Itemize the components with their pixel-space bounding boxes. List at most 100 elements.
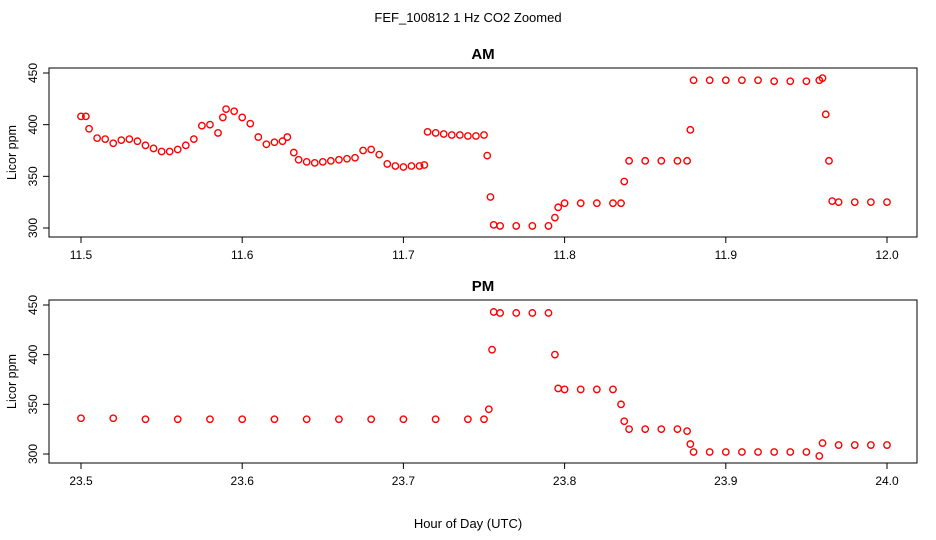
y-tick-label: 300	[26, 218, 40, 238]
data-point	[528, 309, 537, 317]
data-point	[415, 162, 424, 170]
data-point	[109, 414, 118, 423]
data-point	[165, 147, 174, 156]
data-point	[641, 156, 650, 165]
data-point	[157, 147, 166, 156]
data-point	[620, 417, 629, 426]
data-point	[399, 163, 408, 171]
data-point	[528, 222, 537, 230]
data-point	[850, 198, 859, 207]
data-point	[625, 425, 633, 434]
data-point	[620, 177, 629, 186]
data-point	[423, 127, 432, 136]
data-point	[683, 156, 692, 165]
data-point	[818, 439, 827, 447]
x-tick-label: 11.8	[553, 248, 576, 262]
y-axis-label: Licor ppm	[5, 354, 19, 409]
data-point	[109, 139, 118, 148]
data-point	[576, 385, 585, 394]
x-tick-label: 23.6	[231, 474, 255, 488]
data-point	[617, 199, 625, 208]
data-point	[238, 113, 247, 122]
data-point	[367, 145, 376, 154]
data-point	[738, 76, 746, 85]
data-point	[821, 110, 830, 119]
data-point	[560, 199, 569, 208]
data-point	[825, 156, 833, 165]
data-point	[294, 155, 303, 164]
data-point	[609, 199, 617, 208]
data-point	[420, 161, 429, 169]
data-point	[689, 448, 698, 456]
data-point	[447, 131, 456, 139]
x-tick-label: 23.5	[69, 474, 93, 488]
data-point	[133, 137, 142, 146]
data-point	[326, 156, 335, 165]
y-tick-label: 350	[26, 166, 40, 186]
data-point	[343, 154, 351, 163]
data-point	[302, 415, 311, 424]
data-point	[834, 441, 843, 449]
data-point	[318, 157, 327, 166]
data-point	[866, 441, 875, 449]
data-point	[486, 193, 495, 201]
data-point	[609, 385, 617, 394]
data-point	[815, 452, 824, 460]
data-point	[488, 345, 496, 354]
data-point	[270, 138, 279, 147]
data-point	[480, 131, 488, 139]
y-tick-label: 450	[26, 295, 40, 315]
data-point	[391, 162, 400, 170]
x-tick-label: 23.9	[714, 474, 738, 488]
data-point	[206, 415, 214, 424]
data-point	[770, 77, 779, 86]
data-point	[262, 140, 271, 149]
data-point	[117, 136, 126, 145]
x-tick-label: 12.0	[875, 248, 899, 262]
data-point	[721, 76, 730, 85]
data-point	[544, 309, 553, 317]
data-point	[278, 137, 287, 146]
y-tick-label: 400	[26, 114, 40, 134]
data-point	[367, 415, 376, 424]
data-point	[283, 133, 292, 141]
data-point	[81, 112, 90, 121]
data-point	[554, 384, 563, 393]
data-point	[93, 134, 102, 143]
data-point	[270, 415, 279, 424]
data-point	[149, 144, 158, 153]
x-tick-label: 23.8	[553, 474, 577, 488]
data-point	[483, 151, 492, 160]
data-point	[705, 76, 714, 85]
data-point	[214, 129, 222, 137]
data-point	[818, 74, 827, 83]
data-point	[512, 309, 521, 317]
data-point	[238, 415, 247, 424]
data-point	[77, 112, 85, 121]
data-point	[463, 132, 472, 140]
data-point	[683, 427, 692, 436]
y-tick-label: 300	[26, 444, 40, 464]
data-point	[439, 130, 448, 138]
plot-frame	[48, 67, 918, 238]
data-point	[641, 425, 650, 434]
data-point	[480, 415, 488, 424]
data-point	[883, 441, 891, 449]
data-point	[141, 141, 150, 150]
data-point	[463, 415, 472, 424]
data-point	[189, 135, 198, 144]
data-point	[576, 199, 585, 208]
data-point	[551, 350, 559, 359]
data-point	[551, 213, 559, 222]
data-point	[206, 120, 214, 129]
x-tick-label: 11.6	[231, 248, 254, 262]
data-point	[351, 153, 359, 162]
data-point	[173, 145, 182, 154]
data-point	[375, 150, 384, 159]
data-point	[705, 448, 714, 456]
data-point	[786, 448, 795, 456]
data-point	[802, 77, 811, 86]
data-point	[302, 157, 311, 166]
data-point	[141, 415, 150, 424]
data-point	[85, 124, 93, 133]
